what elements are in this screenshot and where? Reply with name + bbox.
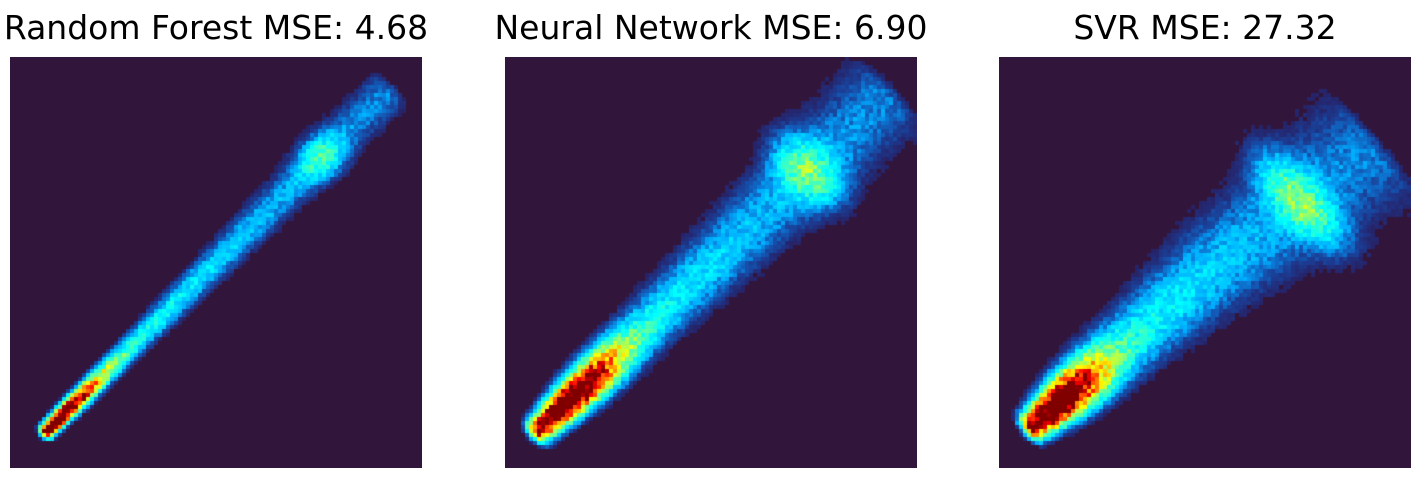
panel-neural-network: Neural Network MSE: 6.90: [495, 0, 927, 479]
density-heatmap: [505, 57, 917, 468]
panel-svr: SVR MSE: 27.32: [999, 0, 1411, 479]
density-heatmap: [10, 57, 422, 468]
chart-title: Random Forest MSE: 4.68: [3, 8, 429, 47]
chart-title: SVR MSE: 27.32: [1073, 8, 1337, 47]
chart-title: Neural Network MSE: 6.90: [494, 8, 928, 47]
density-heatmap: [999, 57, 1411, 468]
panel-random-forest: Random Forest MSE: 4.68: [4, 0, 428, 479]
